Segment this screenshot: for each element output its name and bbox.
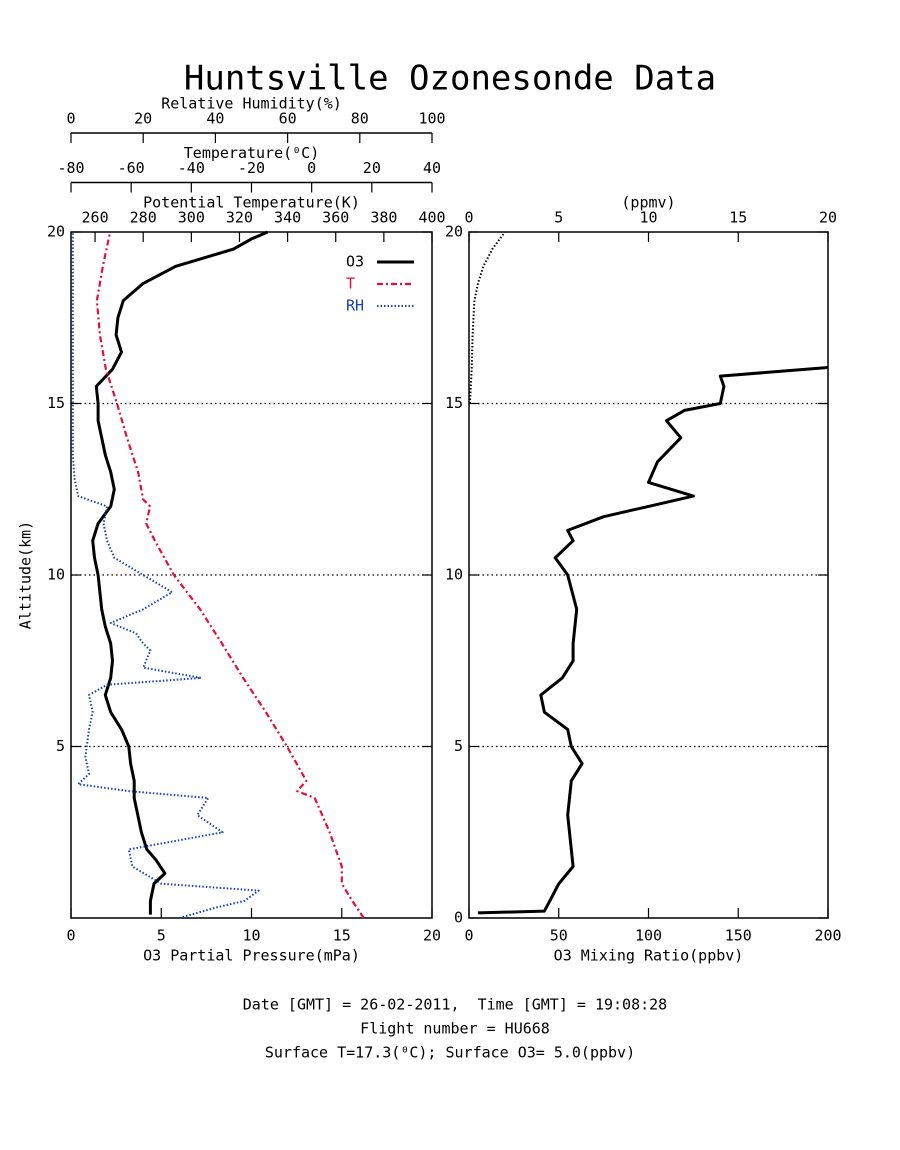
top-tick-label: 0 [307,159,316,177]
x-axis-title: O3 Partial Pressure(mPa) [143,947,360,965]
top-tick-label: 5 [554,209,563,227]
x-tick-label: 15 [333,927,351,945]
y-tick-label: 15 [445,394,463,412]
x-tick-label: 150 [725,927,752,945]
y-tick-label: 5 [56,737,65,755]
x-tick-label: 5 [157,927,166,945]
legend-label: T [346,275,355,293]
top-tick-label: 10 [639,209,657,227]
top-tick-label: 400 [418,209,445,227]
legend-label: O3 [346,253,364,271]
y-tick-label: 20 [445,223,463,241]
footer-line: Surface T=17.3(⁰C); Surface O3= 5.0(ppbv… [265,1044,635,1062]
top-tick-label: 0 [66,110,75,128]
footer-line: Flight number = HU668 [360,1020,550,1038]
top-tick-label: 20 [363,159,381,177]
x-tick-label: 100 [635,927,662,945]
y-axis-title: Altitude(km) [17,521,35,629]
top-axis-title: Relative Humidity(%) [161,95,342,113]
x-tick-label: 0 [464,927,473,945]
top-tick-label: 260 [82,209,109,227]
data-line [95,231,365,919]
x-axis-title: O3 Mixing Ratio(ppbv) [554,947,744,965]
top-tick-label: -60 [118,159,145,177]
top-tick-label: 340 [274,209,301,227]
footer-line: Date [GMT] = 26-02-2011, Time [GMT] = 19… [243,996,667,1014]
y-tick-label: 10 [445,566,463,584]
top-tick-label: 40 [423,159,441,177]
data-line [91,230,269,915]
y-tick-label: 5 [454,737,463,755]
top-tick-label: 300 [178,209,205,227]
y-tick-label: 20 [47,223,65,241]
top-tick-label: -80 [57,159,84,177]
top-tick-label: 20 [134,110,152,128]
top-tick-label: 100 [418,110,445,128]
top-tick-label: 15 [729,209,747,227]
top-axis-title: Temperature(⁰C) [184,144,319,162]
top-tick-label: 380 [370,209,397,227]
data-line [468,231,506,404]
y-tick-label: 15 [47,394,65,412]
top-tick-label: 280 [130,209,157,227]
top-tick-label: 20 [819,209,837,227]
top-tick-label: 360 [322,209,349,227]
top-tick-label: 40 [206,110,224,128]
y-tick-label: 10 [47,566,65,584]
top-tick-label: 80 [351,110,369,128]
top-tick-label: 60 [279,110,297,128]
top-axis-title: Potential Temperature(K) [143,194,360,212]
top-tick-label: 0 [464,209,473,227]
top-axis-title: (ppmv) [621,194,675,212]
x-tick-label: 0 [66,927,75,945]
top-tick-label: -20 [238,159,265,177]
top-tick-label: 320 [226,209,253,227]
data-line [477,366,829,915]
chart-title: Huntsville Ozonesonde Data [184,59,716,99]
legend-label: RH [346,297,364,315]
top-tick-label: -40 [178,159,205,177]
x-tick-label: 10 [242,927,260,945]
x-tick-label: 200 [814,927,841,945]
plot-frame [468,231,829,919]
x-tick-label: 20 [423,927,441,945]
x-tick-label: 50 [550,927,568,945]
y-tick-label: 0 [454,909,463,927]
